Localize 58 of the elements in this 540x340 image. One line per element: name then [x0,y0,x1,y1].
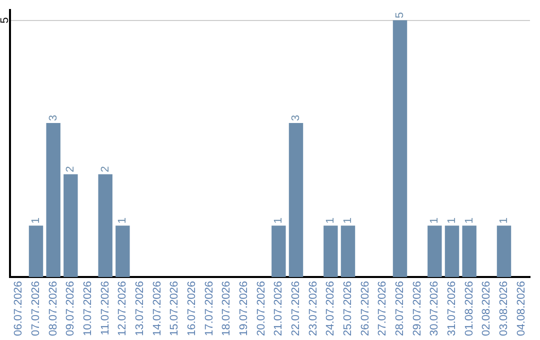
data-label: 1 [342,217,354,224]
x-tick-label: 06.07.2026 [12,280,25,336]
x-tick-label: 02.08.2026 [480,280,493,336]
x-tick-label: 24.07.2026 [324,280,337,336]
x-tick-label: 11.07.2026 [99,280,112,336]
bar [428,226,442,277]
data-label: 1 [446,217,458,224]
data-label: 1 [30,217,42,224]
x-tick-label: 22.07.2026 [290,280,302,336]
bar [28,226,44,277]
x-tick-label: 03.08.2026 [498,280,510,336]
bar [272,226,286,277]
bar [64,174,78,277]
bar [462,226,476,277]
x-tick-label: 23.07.2026 [307,280,320,336]
x-tick-label: 19.07.2026 [238,280,250,336]
bar [392,20,408,277]
data-label: 3 [290,114,302,121]
data-label: 1 [463,217,476,224]
x-tick-label: 17.07.2026 [203,280,216,336]
x-tick-label: 14.07.2026 [151,280,164,336]
x-tick-label: 27.07.2026 [376,280,389,336]
bar [324,226,338,277]
x-tick-label: 26.07.2026 [359,280,372,336]
x-tick-label: 30.07.2026 [428,280,441,336]
data-label: 2 [64,166,77,172]
x-tick-label: 07.07.2026 [30,280,42,336]
bar [116,226,130,277]
data-label: 1 [428,217,441,224]
x-tick-label: 21.07.2026 [272,280,285,336]
x-tick-label: 16.07.2026 [186,280,198,336]
x-tick-label: 08.07.2026 [47,280,60,336]
data-label: 5 [394,12,406,18]
data-label: 2 [99,166,112,172]
x-tick-label: 25.07.2026 [342,280,354,336]
x-tick-label: 15.07.2026 [168,280,181,336]
x-tick-label: 01.08.2026 [463,280,476,336]
x-tick-label: 13.07.2026 [134,280,146,336]
x-tick-label: 04.08.2026 [515,280,528,336]
x-tick-label: 09.07.2026 [64,280,77,336]
data-label: 1 [116,217,129,224]
data-label: 3 [47,114,60,121]
x-tick-label: 12.07.2026 [116,280,129,336]
bar [98,174,112,277]
x-tick-label: 29.07.2026 [411,280,424,336]
x-tick-label: 31.07.2026 [446,280,458,336]
bar [46,122,60,277]
bar [444,226,460,277]
bar [496,226,512,277]
x-tick-label: 28.07.2026 [394,280,406,336]
data-label: 1 [272,217,285,224]
x-tick-label: 18.07.2026 [220,280,233,336]
bar [288,122,304,277]
x-tick-label: 10.07.2026 [82,280,94,336]
data-label: 1 [324,217,337,224]
x-tick-label: 20.07.2026 [255,280,268,336]
bar [340,226,356,277]
data-label: 1 [498,217,510,224]
